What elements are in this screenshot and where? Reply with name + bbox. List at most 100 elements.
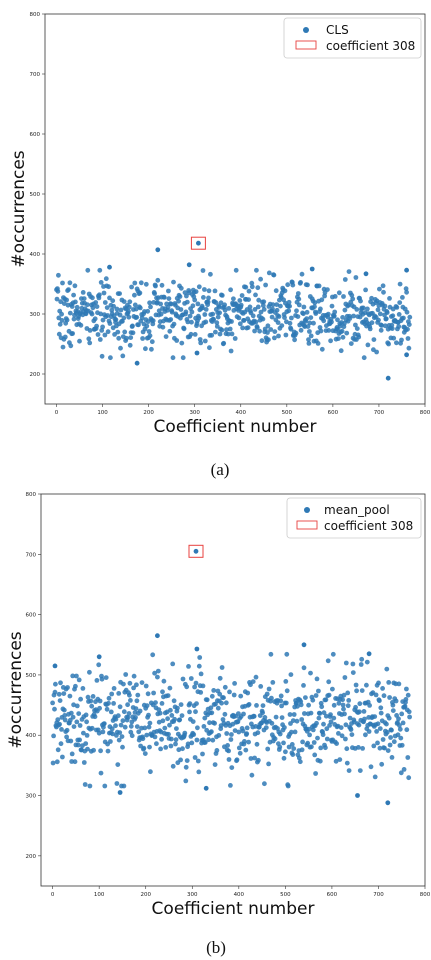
data-point	[202, 287, 207, 292]
data-point	[160, 701, 165, 706]
data-point	[102, 721, 107, 726]
data-point	[399, 338, 404, 343]
data-point	[289, 672, 294, 677]
data-point	[106, 749, 111, 754]
data-point	[98, 337, 103, 342]
y-axis-label-b: #occurrences	[6, 631, 26, 748]
data-point	[104, 675, 109, 680]
data-point	[198, 341, 203, 346]
data-point	[210, 312, 215, 317]
data-point	[376, 721, 381, 726]
data-point	[255, 742, 260, 747]
data-point	[349, 727, 354, 732]
data-point	[97, 268, 102, 273]
data-point	[312, 753, 317, 758]
data-point	[354, 275, 359, 280]
data-point	[178, 758, 183, 763]
data-point	[376, 307, 381, 312]
data-point	[357, 701, 362, 706]
data-point	[387, 716, 392, 721]
data-point	[109, 710, 114, 715]
data-point	[323, 745, 328, 750]
data-point	[308, 671, 313, 676]
y-tick-label: 500	[30, 192, 41, 198]
data-point-outlier	[385, 800, 390, 805]
x-tick-label: 0	[51, 892, 55, 898]
data-point	[53, 690, 58, 695]
data-point	[76, 743, 81, 748]
data-point	[159, 737, 164, 742]
data-point	[201, 684, 206, 689]
data-point	[55, 717, 60, 722]
data-point	[314, 721, 319, 726]
data-point	[93, 714, 98, 719]
data-point	[283, 679, 288, 684]
data-point	[252, 714, 257, 719]
data-point	[202, 312, 207, 317]
data-point	[148, 333, 153, 338]
data-point	[321, 732, 326, 737]
data-point	[172, 717, 177, 722]
data-point	[407, 346, 412, 351]
data-point	[62, 708, 67, 713]
data-point	[77, 678, 82, 683]
data-point	[90, 726, 95, 731]
data-point	[345, 761, 350, 766]
data-point	[191, 732, 196, 737]
data-point	[60, 755, 65, 760]
data-point	[318, 759, 323, 764]
data-point	[68, 694, 73, 699]
data-point	[61, 345, 66, 350]
data-point	[202, 724, 207, 729]
data-point	[368, 327, 373, 332]
data-point	[284, 701, 289, 706]
data-point	[65, 728, 70, 733]
data-point	[75, 305, 80, 310]
data-point	[350, 732, 355, 737]
data-point	[309, 334, 314, 339]
data-point	[388, 743, 393, 748]
data-point	[243, 748, 248, 753]
data-point	[311, 321, 316, 326]
data-point	[193, 709, 198, 714]
data-point	[261, 317, 266, 322]
data-point-outlier	[196, 241, 201, 246]
legend-marker-mean-pool	[304, 507, 310, 513]
data-point	[280, 715, 285, 720]
data-point	[397, 300, 402, 305]
data-point	[127, 711, 132, 716]
data-point	[282, 725, 287, 730]
data-point	[99, 280, 104, 285]
data-point	[358, 299, 363, 304]
data-point	[127, 305, 132, 310]
data-point	[360, 746, 365, 751]
data-point	[258, 684, 263, 689]
y-tick-label: 600	[26, 613, 37, 619]
data-point	[164, 334, 169, 339]
data-point	[332, 310, 337, 315]
data-point	[68, 280, 73, 285]
data-point	[237, 298, 242, 303]
data-point	[181, 355, 186, 360]
data-point	[211, 688, 216, 693]
data-point	[330, 687, 335, 692]
data-point	[85, 302, 90, 307]
data-point	[273, 736, 278, 741]
x-tick-label: 700	[374, 410, 385, 416]
data-point	[59, 727, 64, 732]
data-point	[272, 336, 277, 341]
data-point	[305, 310, 310, 315]
data-point	[57, 692, 62, 697]
data-point	[350, 297, 355, 302]
data-point	[387, 695, 392, 700]
data-point	[205, 697, 210, 702]
data-point	[194, 681, 199, 686]
data-point	[229, 765, 234, 770]
data-point	[390, 326, 395, 331]
data-point	[289, 316, 294, 321]
data-point	[257, 329, 262, 334]
data-point	[383, 304, 388, 309]
data-point	[106, 329, 111, 334]
data-point	[298, 759, 303, 764]
